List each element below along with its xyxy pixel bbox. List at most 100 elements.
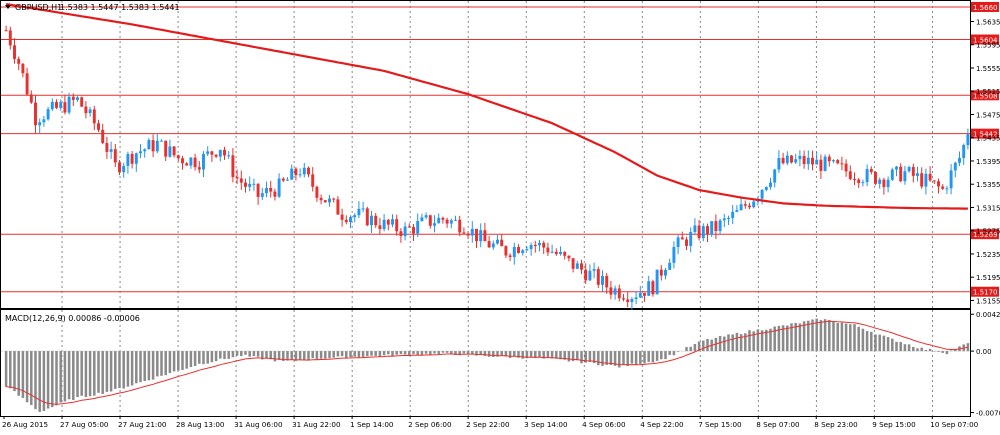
candle-body [769,182,772,187]
price-tick-label: 1.5235 [976,251,1000,259]
candle-body [790,155,793,163]
candle-body [500,239,504,247]
candle-body [302,167,306,175]
candle-body [815,159,819,165]
time-label: 28 Aug 13:00 [176,420,225,429]
candle-body [479,230,483,242]
candle-body [336,199,340,215]
moving-average [5,3,968,210]
candle-body [290,168,294,180]
candle-body [71,96,75,100]
time-label: 27 Aug 05:00 [60,420,109,429]
candle-body [8,30,12,46]
candle-body [605,275,609,288]
candle-body [865,169,869,183]
candle-body [416,221,420,234]
time-label: 27 Aug 21:00 [118,420,167,429]
candle-body [42,119,46,123]
candle-body [273,191,277,197]
candle-body [76,97,79,100]
candle-body [298,174,302,176]
candle-body [727,218,730,220]
candle-body [214,154,218,157]
candle-body [584,269,588,281]
candle-body [634,297,638,300]
candle-body [928,173,932,181]
candle-body [601,275,604,285]
candle-body [895,166,898,170]
candle-body [206,151,210,154]
time-label: 7 Sep 15:00 [698,420,742,429]
candle-body [542,242,546,248]
level-price-label: 1.5442 [973,131,998,139]
candle-body [613,288,617,295]
time-label: 10 Sep 07:00 [930,420,978,429]
candle-body [903,171,907,182]
candle-body [685,239,688,246]
candle-body [571,258,575,269]
candle-body [559,251,562,255]
candle-body [722,218,726,221]
candle-body [798,155,802,160]
candle-body [454,219,457,221]
time-label: 3 Sep 14:00 [524,420,568,429]
level-price-label: 1.5269 [973,231,998,239]
candle-body [139,151,142,154]
candle-body [701,226,705,239]
candle-body [248,183,252,187]
candle-body [941,186,945,189]
level-price-box [971,286,999,297]
candle-body [155,140,159,152]
candle-body [664,269,667,276]
candle-body [134,153,138,164]
candle-body [176,155,180,159]
time-label: 4 Sep 22:00 [640,420,684,429]
level-price-label: 1.5604 [973,37,998,45]
candle-body [160,140,163,142]
candle-body [731,211,735,219]
level-price-box [971,1,999,12]
candle-body [25,73,29,95]
candle-body [172,146,176,156]
ohlc-readout: 1.5383 1.5447 1.5383 1.5441 [60,3,180,12]
candle-body [101,129,105,144]
candle-body [743,204,747,206]
candle-body [886,179,890,188]
candle-body [365,208,369,226]
macd-tick-label: -0.00709 [976,410,1000,418]
candle-body [844,163,848,172]
candle-body [517,246,520,253]
candle-body [823,156,827,171]
candle-body [260,193,264,197]
dropdown-triangle-icon[interactable] [5,5,11,9]
time-label: 8 Sep 23:00 [814,420,858,429]
candle-body [794,159,798,163]
candle-body [840,163,844,165]
candle-body [13,45,16,59]
candle-body [588,270,592,281]
candle-body [958,157,961,163]
candle-body [130,153,134,164]
candle-body [223,149,226,156]
candle-body [244,182,247,187]
candle-body [458,219,462,233]
candle-body [281,178,285,181]
candle-body [659,269,663,276]
candle-body [420,217,424,222]
candle-body [777,157,781,170]
candle-body [424,215,428,218]
candle-body [911,167,915,176]
candle-body [567,255,571,259]
candle-body [861,182,865,184]
candle-body [475,228,478,242]
candle-body [487,241,491,248]
horizontal-levels[interactable]: 1.5660 1.5604 1.5508 1.5442 1.5269 1.5170 [1,1,999,297]
candle-body [848,171,852,180]
candle-body [878,179,882,184]
candle-body [609,287,613,295]
candle-body [496,239,499,244]
candle-body [752,201,756,208]
candle-body [710,221,714,235]
